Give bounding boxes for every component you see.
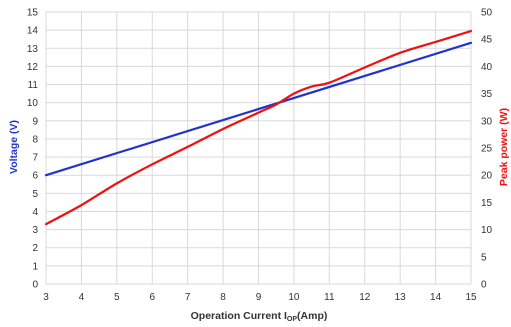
y-left-tick-label: 11 (28, 80, 39, 91)
y-left-tick-label: 9 (32, 116, 38, 127)
y-left-tick-label: 0 (32, 280, 38, 291)
y-left-tick-label: 10 (27, 98, 39, 109)
y-right-tick-label: 30 (481, 116, 493, 127)
x-tick-label: 10 (288, 292, 300, 303)
x-tick-label: 3 (43, 292, 49, 303)
x-tick-label: 11 (324, 292, 335, 303)
x-tick-label: 12 (359, 292, 371, 303)
y-left-tick-label: 12 (27, 62, 39, 73)
y-left-tick-label: 7 (32, 153, 38, 164)
x-axis-title-suffix: (Amp) (297, 310, 327, 322)
x-axis-title-main: Operation Current I (191, 310, 287, 322)
y-right-tick-label: 15 (481, 198, 493, 209)
y-left-tick-label: 6 (32, 171, 38, 182)
x-tick-label: 5 (114, 292, 120, 303)
y-left-tick-label: 15 (27, 8, 39, 19)
y-left-tick-label: 8 (32, 134, 38, 145)
y-left-tick-label: 4 (32, 207, 38, 218)
x-tick-label: 15 (465, 292, 477, 303)
y-right-tick-label: 35 (481, 89, 493, 100)
series-layer (44, 29, 473, 226)
y-right-tick-label: 0 (481, 280, 487, 291)
peak-power-line (44, 29, 473, 226)
y-axis-left-title: Voltage (V) (8, 120, 20, 174)
y-right-tick-label: 10 (481, 225, 493, 236)
y-left-tick-label: 13 (27, 44, 39, 55)
y-right-tick-label: 50 (481, 8, 493, 19)
y-left-tick-label: 5 (32, 189, 38, 200)
gridlines (45, 11, 472, 285)
x-tick-label: 9 (256, 292, 262, 303)
y-left-tick-label: 1 (32, 261, 38, 272)
x-tick-label: 4 (79, 292, 85, 303)
y-right-tick-label: 45 (481, 35, 493, 46)
y-left-tick-label: 2 (32, 243, 38, 254)
x-tick-label: 8 (220, 292, 226, 303)
x-tick-label: 7 (185, 292, 191, 303)
y-right-tick-label: 25 (481, 144, 493, 155)
x-tick-label: 13 (395, 292, 407, 303)
x-axis-title: Operation Current IOP(Amp) (191, 310, 328, 323)
x-tick-label: 14 (430, 292, 442, 303)
y-left-tick-label: 3 (32, 225, 38, 236)
y-right-tick-label: 5 (481, 252, 487, 263)
y-left-tick-label: 14 (27, 26, 39, 37)
y-right-tick-label: 40 (481, 62, 493, 73)
y-right-tick-label: 20 (481, 171, 493, 182)
y-axis-right-title: Peak power (W) (498, 108, 510, 186)
x-axis-title-subscript: OP (287, 316, 297, 323)
voltage-line (44, 41, 473, 177)
x-tick-label: 6 (149, 292, 155, 303)
